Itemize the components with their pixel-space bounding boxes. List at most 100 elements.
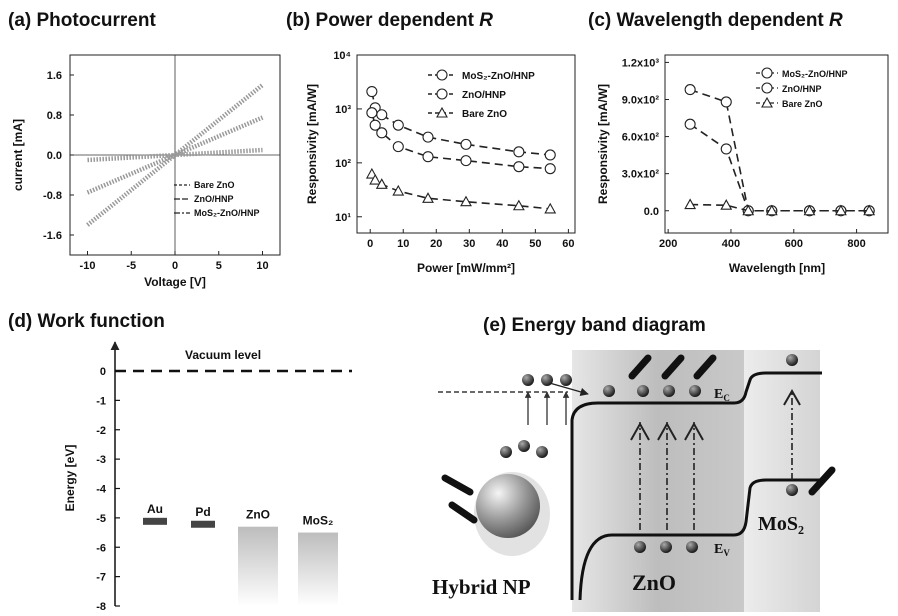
legend-label: ZnO/HNP <box>194 194 234 204</box>
mos2-label: MoS₂ <box>758 513 804 535</box>
data-point <box>376 127 388 139</box>
chart-c-ylabel: Responsivity [mA/W] <box>596 84 610 204</box>
x-tick-label: 0 <box>172 260 178 272</box>
arrow-head <box>657 421 677 441</box>
chart-a-ylabel: current [mA] <box>11 119 25 191</box>
legend-label: ZnO/HNP <box>462 90 506 101</box>
light-arrow <box>448 501 478 524</box>
hole <box>786 484 798 496</box>
data-point <box>392 184 405 196</box>
legend-label: MoS₂-ZnO/HNP <box>782 69 848 79</box>
wavelength-responsivity-chart: (c) Wavelength dependent R 200 400 600 800 0… <box>588 10 889 275</box>
ev-label: EV <box>714 542 730 558</box>
zno-excitation-arrows <box>630 421 704 530</box>
bar-label: Pd <box>195 505 210 519</box>
data-point <box>460 138 472 150</box>
series-line <box>86 83 264 227</box>
energy-band-diagram: (e) Energy band diagram <box>432 315 836 612</box>
bar-label: ZnO <box>246 508 270 522</box>
y-tick-label: 0 <box>100 366 106 378</box>
hole <box>660 541 672 553</box>
arrow-head <box>684 421 704 441</box>
x-tick-label: 10 <box>256 260 268 272</box>
series-line <box>689 123 870 212</box>
work-function-bar <box>191 520 215 528</box>
y-tick-label: -3 <box>96 454 106 466</box>
x-tick-label: 50 <box>529 238 541 250</box>
chart-d-ylabel: Energy [eV] <box>63 445 77 512</box>
y-tick-label: 10² <box>335 158 351 170</box>
hybrid-np-label: Hybrid NP <box>432 575 531 599</box>
data-point <box>684 118 696 130</box>
ec-label: EC <box>714 387 730 403</box>
hole <box>686 541 698 553</box>
data-point <box>366 85 378 98</box>
data-point <box>513 146 525 158</box>
x-tick-label: 400 <box>722 238 740 250</box>
legend-label: MoS₂-ZnO/HNP <box>462 71 535 82</box>
electron <box>518 440 530 452</box>
legend-marker <box>761 67 773 79</box>
chart-b-xlabel: Power [mW/mm²] <box>417 261 515 275</box>
valence-band <box>578 478 822 601</box>
x-tick-label: 5 <box>216 260 222 272</box>
data-point <box>863 204 876 216</box>
data-point <box>369 119 381 131</box>
data-point <box>376 109 388 121</box>
arrow-head <box>630 421 650 441</box>
electron <box>786 354 798 366</box>
y-tick-label: -1 <box>96 395 106 407</box>
legend-label: Bare ZnO <box>194 180 235 190</box>
chart-b-title: (b) Power dependent R <box>286 10 493 31</box>
y-tick-label: 1.2x10³ <box>622 57 660 69</box>
data-point <box>720 96 732 108</box>
hybrid-nanoparticle <box>476 474 540 538</box>
data-point <box>544 149 556 161</box>
light-arrow <box>628 354 652 380</box>
data-point <box>392 141 404 153</box>
y-tick-label: 0.8 <box>47 110 62 122</box>
y-tick-label: -4 <box>96 484 107 496</box>
data-point <box>460 155 472 167</box>
data-point <box>513 161 525 173</box>
legend-marker <box>436 69 448 81</box>
legend-label: MoS₂-ZnO/HNP <box>194 208 260 218</box>
data-point <box>684 84 696 96</box>
legend-marker <box>436 88 448 100</box>
data-point <box>544 163 556 175</box>
electron <box>541 374 553 386</box>
chart-a-title: (a) Photocurrent <box>8 10 156 31</box>
data-point <box>375 178 388 189</box>
data-point <box>803 204 816 216</box>
y-tick-label: -8 <box>96 601 106 613</box>
data-point <box>460 195 472 207</box>
x-tick-label: 10 <box>397 238 409 250</box>
arrow-head <box>783 388 801 406</box>
data-point <box>834 204 847 216</box>
electron <box>689 385 701 397</box>
vacuum-level-label: Vacuum level <box>185 348 261 362</box>
y-tick-label: 10¹ <box>335 212 351 224</box>
light-arrow <box>693 354 717 380</box>
y-tick-label: 10³ <box>335 104 351 116</box>
chart-a-xlabel: Voltage [V] <box>144 275 206 289</box>
electron <box>603 385 615 397</box>
work-function-bar <box>238 526 278 606</box>
x-tick-label: 40 <box>496 238 508 250</box>
y-tick-label: -0.8 <box>43 190 62 202</box>
work-function-bar <box>143 517 167 525</box>
light-arrow <box>661 354 685 380</box>
x-tick-label: 30 <box>463 238 475 250</box>
light-arrow <box>441 474 474 496</box>
legend-marker <box>761 96 773 108</box>
data-point <box>392 119 404 131</box>
x-tick-label: 600 <box>785 238 803 250</box>
data-point <box>742 204 755 216</box>
y-tick-label: 6.0x10² <box>622 132 660 144</box>
y-tick-label: -6 <box>96 542 106 554</box>
x-tick-label: -5 <box>126 260 136 272</box>
zno-label: ZnO <box>632 570 676 595</box>
y-tick-label: 0.0 <box>47 150 62 162</box>
data-point <box>422 131 434 143</box>
